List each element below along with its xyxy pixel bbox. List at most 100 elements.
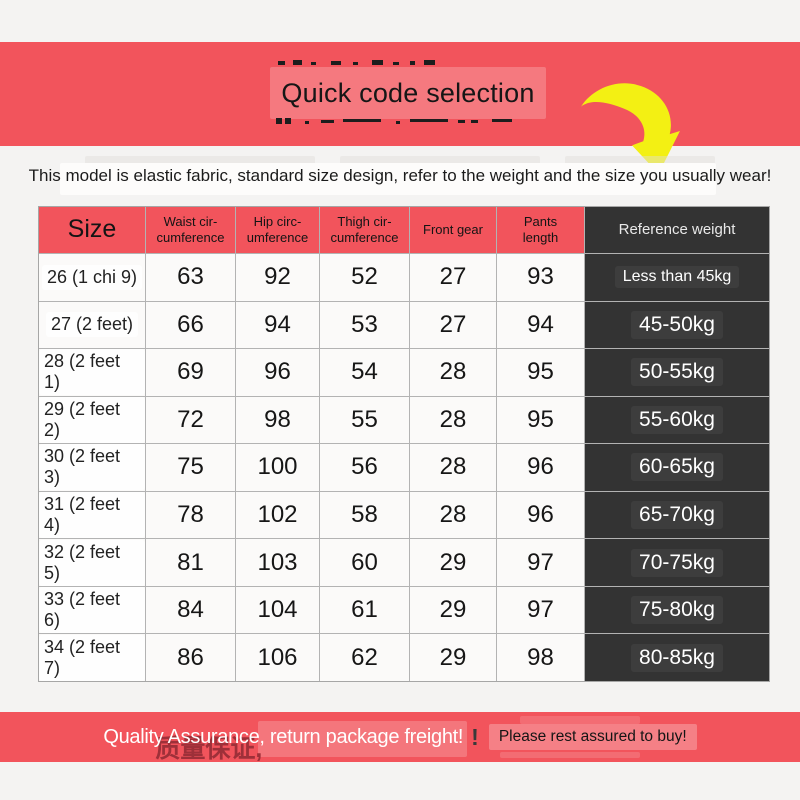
col-header-pants-length: Pants length — [497, 207, 584, 253]
size-cell: 26 (1 chi 9) — [39, 254, 145, 301]
weight-cell: 45-50kg — [585, 301, 769, 349]
hip-cell: 102 — [236, 491, 319, 539]
text-remnant — [372, 60, 383, 65]
thigh-cell: 55 — [320, 396, 409, 444]
curved-down-arrow-icon — [578, 82, 682, 176]
weight-cell: 75-80kg — [585, 586, 769, 634]
col-header-hip: Hip circ- umference — [236, 207, 319, 253]
thigh-cell: 60 — [320, 539, 409, 586]
waist-cell: 86 — [146, 634, 235, 681]
front-cell: 28 — [410, 491, 496, 539]
waist-cell: 72 — [146, 396, 235, 444]
front-cell: 29 — [410, 634, 496, 681]
size-cell: 34 (2 feet 7) — [39, 634, 145, 681]
weight-cell: Less than 45kg — [585, 254, 769, 301]
col-header-front-gear: Front gear — [410, 207, 496, 253]
size-cell: 30 (2 feet 3) — [39, 444, 145, 491]
text-remnant — [331, 61, 341, 65]
front-cell: 28 — [410, 349, 496, 396]
subtitle-strip: This model is elastic fabric, standard s… — [0, 146, 800, 206]
length-cell: 96 — [497, 491, 584, 539]
length-cell: 98 — [497, 634, 584, 681]
length-cell: 95 — [497, 349, 584, 396]
size-table: Size Waist cir- cumference Hip circ- umf… — [38, 206, 770, 682]
footer-main-text-wrap: 质量保证, Quality Assurance, return package … — [103, 720, 468, 763]
weight-cell: 55-60kg — [585, 396, 769, 444]
hip-cell: 96 — [236, 349, 319, 396]
length-cell: 94 — [497, 301, 584, 349]
col-header-weight: Reference weight — [585, 207, 769, 253]
hip-cell: 92 — [236, 254, 319, 301]
footer-note-text: Please rest assured to buy! — [488, 724, 697, 750]
thigh-cell: 52 — [320, 254, 409, 301]
text-remnant — [396, 121, 400, 124]
text-remnant — [311, 62, 316, 65]
length-cell: 95 — [497, 396, 584, 444]
text-remnant — [458, 120, 465, 123]
weight-cell: 80-85kg — [585, 634, 769, 681]
waist-cell: 78 — [146, 491, 235, 539]
footer-chinese-remnant: 质量保证, — [155, 734, 263, 763]
text-remnant — [321, 120, 334, 123]
text-remnant — [278, 61, 285, 65]
promo-banner: Quick code selection — [0, 42, 800, 174]
hip-cell: 94 — [236, 301, 319, 349]
weight-cell: 65-70kg — [585, 491, 769, 539]
waist-cell: 84 — [146, 586, 235, 634]
length-cell: 97 — [497, 586, 584, 634]
hip-cell: 106 — [236, 634, 319, 681]
front-cell: 28 — [410, 444, 496, 491]
weight-cell: 70-75kg — [585, 539, 769, 586]
size-cell: 33 (2 feet 6) — [39, 586, 145, 634]
text-remnant — [343, 119, 381, 122]
thigh-cell: 56 — [320, 444, 409, 491]
thigh-cell: 54 — [320, 349, 409, 396]
hip-cell: 103 — [236, 539, 319, 586]
size-cell: 31 (2 feet 4) — [39, 491, 145, 539]
thigh-cell: 62 — [320, 634, 409, 681]
banner-title-patch: Quick code selection — [270, 67, 546, 119]
thigh-cell: 53 — [320, 301, 409, 349]
text-remnant — [353, 62, 358, 65]
hip-cell: 98 — [236, 396, 319, 444]
waist-cell: 63 — [146, 254, 235, 301]
text-remnant — [471, 120, 478, 123]
size-cell: 27 (2 feet) — [39, 301, 145, 349]
size-cell: 28 (2 feet 1) — [39, 349, 145, 396]
footer-main-text: Quality Assurance, return package freigh… — [103, 725, 464, 748]
text-remnant — [276, 118, 282, 124]
front-cell: 29 — [410, 539, 496, 586]
text-remnant — [285, 118, 291, 124]
front-cell: 27 — [410, 301, 496, 349]
length-cell: 93 — [497, 254, 584, 301]
text-remnant — [393, 62, 399, 65]
front-cell: 28 — [410, 396, 496, 444]
waist-cell: 81 — [146, 539, 235, 586]
front-cell: 27 — [410, 254, 496, 301]
thigh-cell: 58 — [320, 491, 409, 539]
weight-cell: 60-65kg — [585, 444, 769, 491]
text-remnant — [424, 60, 435, 65]
text-remnant — [305, 121, 309, 124]
size-cell: 32 (2 feet 5) — [39, 539, 145, 586]
weight-cell: 50-55kg — [585, 349, 769, 396]
text-remnant — [293, 60, 302, 65]
footer-text-patch — [258, 720, 468, 757]
patch-remnant — [520, 716, 640, 724]
length-cell: 96 — [497, 444, 584, 491]
col-header-thigh: Thigh cir- cumference — [320, 207, 409, 253]
col-header-size: Size — [39, 207, 145, 253]
waist-cell: 75 — [146, 444, 235, 491]
text-remnant — [410, 119, 448, 122]
waist-cell: 69 — [146, 349, 235, 396]
thigh-cell: 61 — [320, 586, 409, 634]
front-cell: 29 — [410, 586, 496, 634]
hip-cell: 104 — [236, 586, 319, 634]
footer-banner: 质量保证, Quality Assurance, return package … — [0, 712, 800, 763]
patch-remnant — [500, 752, 640, 758]
col-header-waist: Waist cir- cumference — [146, 207, 235, 253]
size-cell: 29 (2 feet 2) — [39, 396, 145, 444]
waist-cell: 66 — [146, 301, 235, 349]
subtitle-text: This model is elastic fabric, standard s… — [28, 166, 772, 185]
